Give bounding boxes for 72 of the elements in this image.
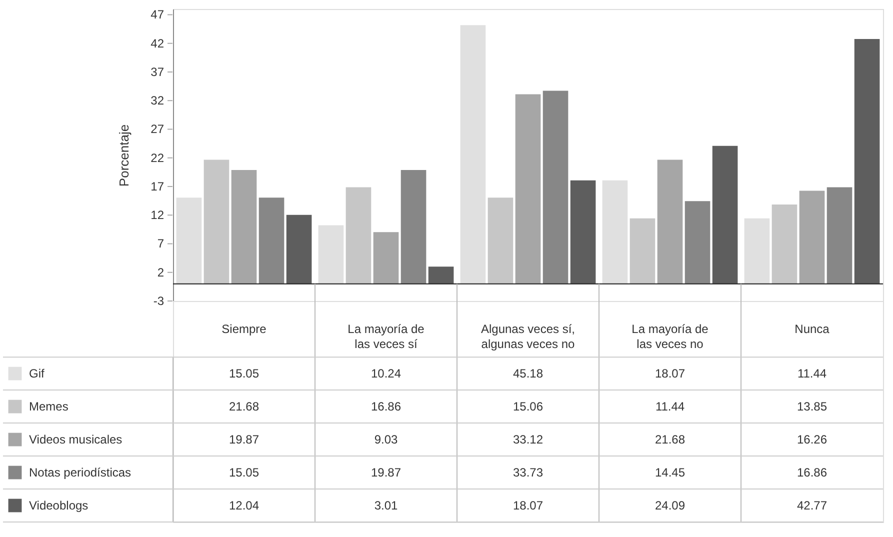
data-label: 10.24 [370,366,402,381]
bar [373,232,399,284]
data-label: 33.73 [512,466,544,480]
bar [488,198,514,284]
bar [258,198,284,284]
data-label: 33.12 [512,432,544,447]
data-label: 24.09 [654,498,686,513]
bar [318,225,344,284]
y-axis-title: Porcentaje [116,124,132,187]
data-label: 45.18 [512,366,544,381]
legend-label: Notas periodísticas [29,466,132,480]
y-tick-label: 42 [150,36,164,50]
data-label: 14.45 [654,466,686,480]
data-label: 16.26 [796,432,828,447]
y-tick-label: -3 [153,294,164,308]
y-tick-label: 17 [150,179,164,194]
bar [854,38,880,284]
legend-label: Gif [29,366,45,381]
bar [460,25,486,284]
data-label: 9.03 [374,432,398,447]
y-tick-label: 12 [150,208,164,222]
bar [799,190,825,284]
x-tick-label: Algunas veces sí, algunas veces no [480,322,576,352]
bar [772,204,798,284]
bar [570,180,596,284]
bar [231,170,257,284]
y-tick-label: 27 [150,122,164,136]
data-label: 18.07 [654,366,686,381]
data-label: 42.77 [796,498,828,513]
bar [515,94,541,284]
data-label: 21.68 [228,400,260,414]
bar [286,214,312,284]
bar [657,160,683,284]
bar [346,187,372,284]
y-tick-label: 47 [150,8,164,22]
data-label: 15.06 [512,400,544,414]
data-label: 19.87 [228,432,260,447]
x-tick-label: Siempre [222,322,267,336]
data-label: 12.04 [228,498,260,513]
data-label: 15.05 [228,366,260,381]
bar [542,90,568,284]
bar [826,187,852,284]
bar [744,218,770,284]
x-tick-label: La mayoría de las veces no [632,322,709,352]
y-tick-label: 7 [157,236,164,251]
x-tick-label: Nunca [794,322,830,336]
bar [400,170,426,284]
legend-label: Videos musicales [29,432,122,447]
bar [630,218,656,284]
bar [602,180,628,284]
data-label: 16.86 [796,466,828,480]
data-label: 13.85 [796,400,828,414]
y-tick-label: 2 [157,265,164,280]
bar [684,201,710,284]
data-label: 3.01 [374,498,398,513]
data-label: 16.86 [370,400,402,414]
y-tick-label: 22 [150,150,164,165]
data-label: 11.44 [797,366,827,381]
bar [428,266,454,284]
data-label: 18.07 [512,498,544,513]
bar [204,160,230,284]
y-tick-label: 37 [150,64,164,79]
y-tick-label: 32 [150,94,164,108]
legend-label: Memes [29,400,68,414]
data-label: 21.68 [654,432,686,447]
legend-label: Videoblogs [29,498,88,513]
x-tick-label: La mayoría de las veces sí [348,322,425,352]
data-label: 11.44 [655,400,685,414]
bar [712,146,738,284]
bar [176,198,202,284]
data-label: 15.05 [228,466,260,480]
data-label: 19.87 [370,466,402,480]
